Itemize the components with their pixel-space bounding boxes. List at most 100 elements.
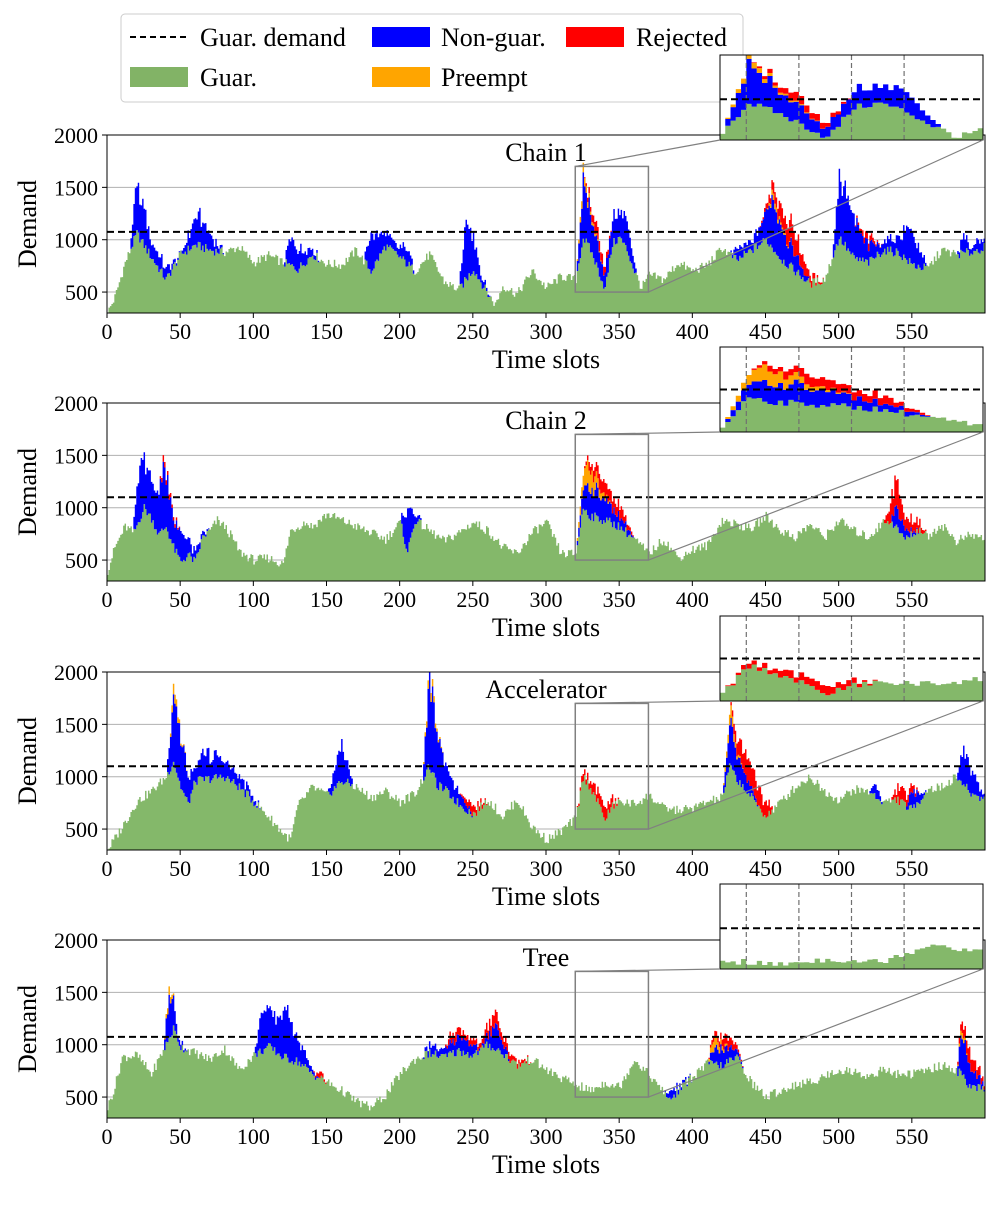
panel-1-title: Chain 1: [505, 138, 587, 167]
panel-1-ytick-label-2000: 2000: [54, 123, 98, 148]
panel-2-xtick-label-550: 550: [895, 587, 928, 612]
panel-1-inset: [719, 54, 984, 141]
panel-2-xtick-label-300: 300: [530, 587, 563, 612]
panel-4-xtick-label-200: 200: [383, 1124, 416, 1149]
panel-4-zoom-window: [574, 970, 650, 1098]
panel-chain-1: 0 50 100 150 200 250 300 350 400 450 500 550 500 1000…: [13, 54, 986, 374]
panel-2-zoom-connector-top: [575, 431, 721, 436]
panel-4-series-non-guar: [107, 994, 985, 1111]
panel-4-ylabel: Demand: [13, 985, 42, 1073]
panel-4-plot-area: [107, 986, 985, 1118]
panel-1-xtick-label-150: 150: [310, 319, 343, 344]
legend-label-non-guar: Non-guar.: [441, 23, 546, 52]
panel-2-xtick-label-250: 250: [456, 587, 489, 612]
panel-2-xtick-label-200: 200: [383, 587, 416, 612]
panel-2-inset-plot: [720, 347, 983, 432]
panel-2-xlabel: Time slots: [492, 613, 600, 642]
panel-1-zoom-connector-bottom: [648, 139, 984, 293]
panel-3-xtick-label-150: 150: [310, 856, 343, 881]
panel-2-xtick-label-150: 150: [310, 587, 343, 612]
panel-4-xtick-label-150: 150: [310, 1124, 343, 1149]
panel-1-ylabel: Demand: [13, 180, 42, 268]
legend-swatch-non-guar: [372, 27, 430, 47]
panel-2-ylabel: Demand: [13, 448, 42, 536]
panel-2-ytick-label-1500: 1500: [54, 443, 98, 468]
panel-1-inset-plot: [720, 55, 983, 140]
panel-3-zoom-window: [574, 702, 650, 830]
panel-3-title: Accelerator: [485, 675, 607, 704]
panel-3-xtick-label-350: 350: [603, 856, 636, 881]
panel-1-xtick-label-500: 500: [822, 319, 855, 344]
panel-3-inset-series-rejected: [720, 660, 983, 696]
panel-1-xtick-label-50: 50: [169, 319, 191, 344]
panel-2-xtick-label-500: 500: [822, 587, 855, 612]
panel-tree: 0 50 100 150 200 250 300 350 400 450 500 550 500 1000…: [13, 883, 986, 1179]
panel-1-ytick-label-1000: 1000: [54, 228, 98, 253]
panel-3-xtick-label-500: 500: [822, 856, 855, 881]
panel-3-plot-area: [107, 672, 985, 850]
panel-4-inset: [719, 883, 984, 970]
panel-1-xtick-label-350: 350: [603, 319, 636, 344]
panel-4-title: Tree: [523, 943, 570, 972]
panel-2-ytick-label-500: 500: [65, 548, 98, 573]
panel-4-zoom-connector-bottom: [648, 968, 984, 1098]
panel-3-inset-frame: [719, 615, 984, 702]
panel-4-xtick-label-300: 300: [530, 1124, 563, 1149]
panel-2-xtick-label-50: 50: [169, 587, 191, 612]
panel-4-series-guar: [107, 1025, 985, 1118]
panel-4-xtick-label-500: 500: [822, 1124, 855, 1149]
panel-3-xtick-label-0: 0: [102, 856, 113, 881]
legend-label-guar-demand: Guar. demand: [200, 23, 346, 52]
panel-1-xtick-label-450: 450: [749, 319, 782, 344]
panel-4-xtick-label-0: 0: [102, 1124, 113, 1149]
legend-swatch-rejected: [566, 27, 624, 47]
panel-2-inset-frame: [719, 346, 984, 433]
panel-3-ytick-label-1500: 1500: [54, 712, 98, 737]
panel-4-zoom-connector-top: [575, 968, 721, 973]
legend-swatch-guar: [130, 67, 188, 87]
legend-label-rejected: Rejected: [636, 23, 727, 52]
panel-3-xtick-label-100: 100: [237, 856, 270, 881]
panel-4-ytick-label-500: 500: [65, 1085, 98, 1110]
legend-label-guar: Guar.: [200, 63, 257, 92]
panel-3-xtick-label-200: 200: [383, 856, 416, 881]
panel-2-inset-series-preempt: [720, 364, 983, 428]
panel-4-xlabel: Time slots: [492, 1150, 600, 1179]
panel-4-inset-plot: [720, 884, 983, 969]
panel-3-zoom-connector-top: [575, 700, 721, 705]
panel-3-inset-series-guar: [720, 664, 983, 701]
panel-chain-2: 0 50 100 150 200 250 300 350 400 450 500 550 500 1000…: [13, 346, 986, 642]
panel-2-series-guar: [107, 504, 985, 581]
panel-accelerator: 0 50 100 150 200 250 300 350 400 450 500 550 500 1000…: [13, 615, 986, 911]
panel-2-ytick-label-2000: 2000: [54, 391, 98, 416]
panel-4-xtick-label-550: 550: [895, 1124, 928, 1149]
panel-2-xtick-label-350: 350: [603, 587, 636, 612]
panel-4-xtick-label-250: 250: [456, 1124, 489, 1149]
panel-1-xtick-label-550: 550: [895, 319, 928, 344]
panel-3-xtick-label-300: 300: [530, 856, 563, 881]
panel-3-ytick-label-2000: 2000: [54, 660, 98, 685]
panel-4-xtick-label-400: 400: [676, 1124, 709, 1149]
panel-2-xtick-label-450: 450: [749, 587, 782, 612]
panel-1-xlabel: Time slots: [492, 345, 600, 374]
panel-1-inset-frame: [719, 54, 984, 141]
panel-1-zoom-window: [574, 165, 650, 293]
panel-3-ytick-label-1000: 1000: [54, 765, 98, 790]
panel-1-xtick-label-300: 300: [530, 319, 563, 344]
panel-3-inset: [719, 615, 984, 702]
panel-3-inset-plot: [720, 616, 983, 701]
panel-1-ytick-label-500: 500: [65, 280, 98, 305]
panel-2-zoom-connector-bottom: [648, 431, 984, 561]
panel-1-xtick-label-400: 400: [676, 319, 709, 344]
legend: Guar. demand Non-guar. Rejected Guar. Pr…: [120, 13, 744, 103]
panel-4-inset-frame: [719, 883, 984, 970]
panel-3-xtick-label-50: 50: [169, 856, 191, 881]
panel-2-zoom-window: [574, 433, 650, 561]
panel-2-xtick-label-0: 0: [102, 587, 113, 612]
panel-2-inset-series-rejected: [720, 361, 983, 428]
panel-3-ytick-label-500: 500: [65, 817, 98, 842]
panel-1-xtick-label-200: 200: [383, 319, 416, 344]
panel-2-ytick-label-1000: 1000: [54, 496, 98, 521]
panel-4-ytick-label-2000: 2000: [54, 928, 98, 953]
panel-1-xtick-label-100: 100: [237, 319, 270, 344]
